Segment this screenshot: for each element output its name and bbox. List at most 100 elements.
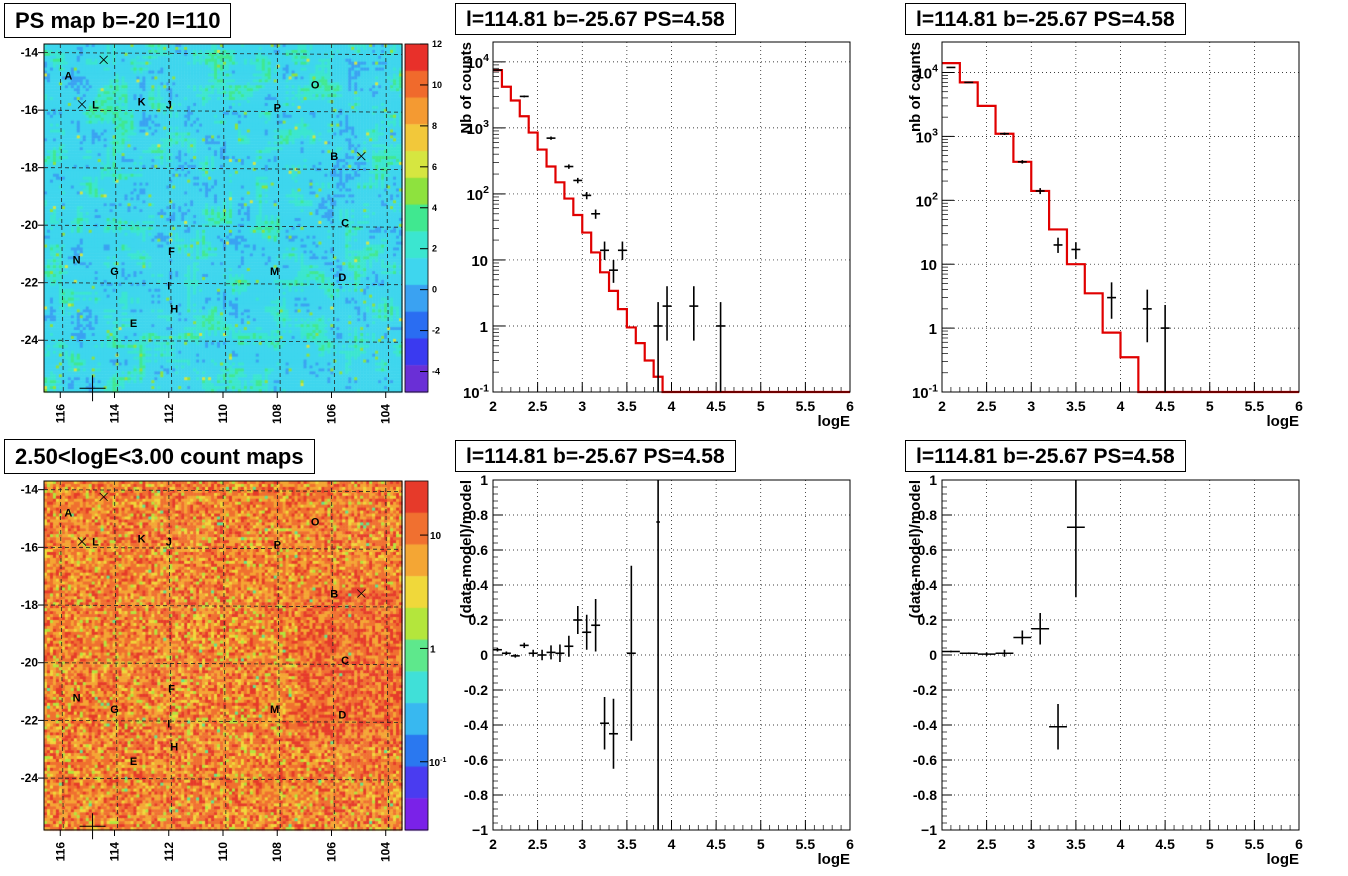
resid1-y-tick-label: 0.8 <box>469 507 489 523</box>
count-map-gridline-l <box>168 480 173 831</box>
spec2-data-point <box>1053 237 1063 253</box>
count-map-ytick-label: -18 <box>21 598 39 612</box>
resid2-y-tick-label: -0.8 <box>913 787 937 803</box>
ps-map-source-label: P <box>274 102 281 114</box>
spec1-frame <box>492 41 851 393</box>
ps-map-ytick-label: -22 <box>21 276 39 290</box>
resid1-data-point <box>537 649 547 661</box>
resid1-data-point <box>510 654 520 658</box>
ps-map-gridline-b <box>43 52 403 56</box>
spec1-data-point <box>582 191 592 200</box>
resid2-y-tick-label: −1 <box>921 822 937 838</box>
resid2-data-point <box>1066 480 1085 598</box>
count-map-ytick-label: -20 <box>21 656 39 670</box>
ps-map-gridline-l <box>276 43 281 393</box>
ps-map-xtick-label: 106 <box>324 404 338 424</box>
residual2-title: l=114.81 b=-25.67 PS=4.58 <box>905 440 1186 472</box>
ps-colorbar-label: 10 <box>432 80 442 90</box>
spec2-data-point <box>1017 160 1027 164</box>
resid1-data-point <box>573 606 583 634</box>
count-map-gridline-l <box>222 480 227 831</box>
spec1-x-tick-label: 5.5 <box>796 398 816 414</box>
spec2-y-tick-label: 103 <box>915 127 938 147</box>
count-map-xtick-label: 114 <box>108 842 122 862</box>
ps-map-source-label: A <box>64 71 72 83</box>
ps-map-source-label: D <box>338 272 346 284</box>
ps-colorbar-label: 6 <box>432 162 437 172</box>
resid1-y-axis-label: (data-model)/model <box>458 480 475 618</box>
spec2-y-axis-label: nb of counts <box>907 42 924 132</box>
resid1-y-tick-label: -0.2 <box>464 682 488 698</box>
count-map-xtick-label: 110 <box>216 842 230 862</box>
spec2-x-tick-label: 5 <box>1206 398 1214 414</box>
ps-map-ytick-label: -16 <box>21 103 39 117</box>
resid1-y-tick-label: -0.6 <box>464 752 488 768</box>
resid1-x-tick-label: 6 <box>846 836 854 852</box>
count-map-gridline-l <box>385 480 390 831</box>
ps-map-gridline-b <box>43 167 403 171</box>
spec1-data-point <box>653 302 663 392</box>
spectrum2-title: l=114.81 b=-25.67 PS=4.58 <box>905 3 1186 35</box>
count-map-xtick-label: 104 <box>379 842 393 862</box>
ps-map-source-label: N <box>73 255 81 267</box>
ps-map-source-label: K <box>138 97 146 109</box>
resid2-data-point <box>1031 613 1050 645</box>
ps-colorbar-label: -4 <box>432 367 440 377</box>
resid2-data-point <box>959 652 978 655</box>
spec1-plot-area <box>493 42 850 392</box>
count-map-source-label: I <box>167 718 170 730</box>
resid1-x-axis-label: logE <box>818 851 851 868</box>
resid2-x-tick-label: 4 <box>1117 836 1125 852</box>
count-map-source-label: K <box>138 534 146 546</box>
resid1-data-point <box>564 635 574 657</box>
resid2-x-tick-label: 2 <box>938 836 946 852</box>
count-map-ytick-label: -22 <box>21 713 39 727</box>
spec2-x-tick-label: 6 <box>1295 398 1303 414</box>
spec2-data-point <box>1142 289 1152 343</box>
spec2-data-point <box>1000 132 1009 136</box>
spec1-data-point <box>519 95 529 98</box>
resid1-y-tick-label: −1 <box>472 822 488 838</box>
resid1-data-point <box>582 614 592 650</box>
spec1-y-axis-label: Nb of counts <box>458 42 475 134</box>
resid2-x-tick-label: 6 <box>1295 836 1303 852</box>
resid1-data-point <box>546 645 556 660</box>
count-map-gridline-l <box>331 480 335 831</box>
ps-map-ytick-label: -18 <box>21 161 39 175</box>
ps-map-gridline-l <box>168 43 173 393</box>
count-map-source-label: L <box>92 537 99 549</box>
spec2-model-histogram <box>942 62 1299 394</box>
resid1-x-tick-label: 4.5 <box>706 836 726 852</box>
count-map-ytick-label: -14 <box>21 483 39 497</box>
ps-map-source-label: E <box>130 318 137 330</box>
count-map-target-marker <box>79 813 106 840</box>
count-map-source-label: N <box>73 692 81 704</box>
count-map-gridline-l <box>114 480 118 831</box>
spec2-frame <box>941 41 1300 393</box>
ps-map-source-label: B <box>330 151 338 163</box>
count-map-cross-marker <box>77 537 87 546</box>
count-map-xtick-label: 112 <box>162 842 176 862</box>
count-map-gridline-b <box>43 719 403 723</box>
resid1-data-point <box>528 649 538 657</box>
resid1-x-tick-label: 2.5 <box>528 836 548 852</box>
resid2-y-tick-label: 1 <box>929 472 937 488</box>
resid2-x-tick-label: 3.5 <box>1066 836 1086 852</box>
resid2-data-point <box>1049 704 1067 750</box>
ps-map-gridline-b <box>43 339 403 343</box>
resid2-plot-area <box>942 480 1299 830</box>
resid1-x-tick-label: 4 <box>668 836 676 852</box>
count-map-source-label: H <box>170 741 178 753</box>
resid2-data-point <box>1013 630 1032 645</box>
resid1-data-point <box>501 651 511 655</box>
spec2-x-tick-label: 4 <box>1117 398 1125 414</box>
ps-colorbar-frame <box>404 43 429 393</box>
spec1-x-tick-label: 6 <box>846 398 854 414</box>
resid1-data-point <box>493 648 502 652</box>
ps-map-ytick-label: -24 <box>21 333 39 347</box>
ps-map-xtick-label: 110 <box>216 404 230 424</box>
spec1-data-point <box>546 136 556 140</box>
ps-map-gridline-b <box>43 224 403 228</box>
ps-map-cross-marker <box>77 100 87 109</box>
